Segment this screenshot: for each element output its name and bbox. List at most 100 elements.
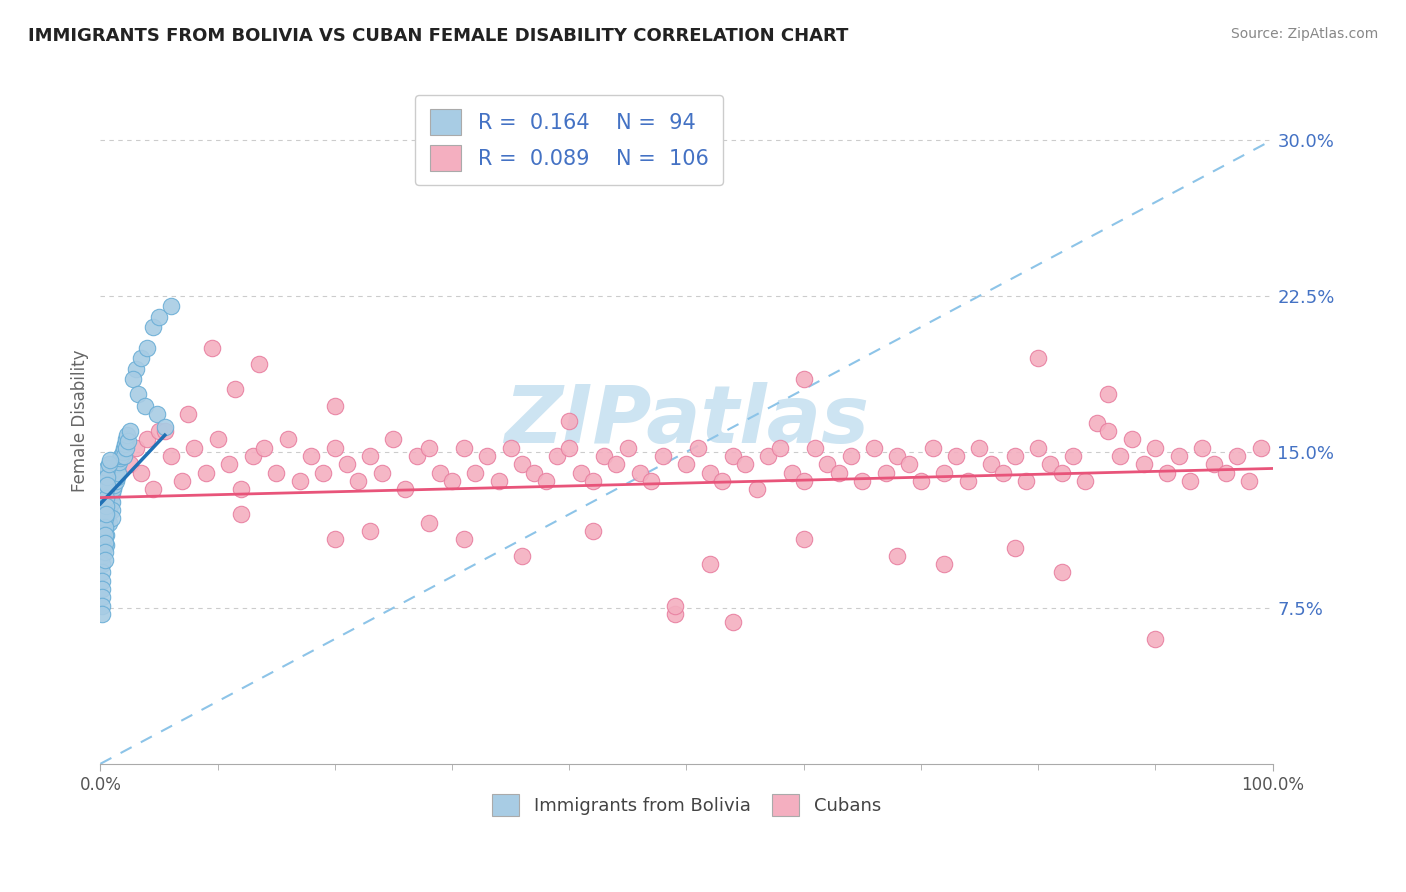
Point [464,466,486,480]
Point [247,358,270,372]
Point [107,466,129,480]
Point [1050,466,1073,480]
Point [94,553,117,567]
Point [664,607,686,621]
Point [312,466,335,480]
Point [110,451,132,466]
Point [875,466,897,480]
Point [104,474,127,488]
Point [90,582,112,596]
Point [207,433,229,447]
Point [1074,474,1097,488]
Point [723,615,745,630]
Point [370,466,392,480]
Point [488,474,510,488]
Point [640,474,662,488]
Point [242,449,264,463]
Point [145,408,167,422]
Point [359,449,381,463]
Point [100,494,122,508]
Point [112,441,135,455]
Point [142,483,165,497]
Point [347,474,370,488]
Point [114,436,136,450]
Point [851,474,873,488]
Point [253,441,276,455]
Point [103,478,125,492]
Point [780,466,803,480]
Point [440,474,463,488]
Point [90,532,112,546]
Point [177,408,200,422]
Point [1004,541,1026,555]
Point [793,372,815,386]
Point [828,466,851,480]
Point [1097,424,1119,438]
Point [734,458,756,472]
Point [758,449,780,463]
Point [418,441,440,455]
Point [1202,458,1225,472]
Point [96,517,118,532]
Point [101,511,124,525]
Point [93,524,115,538]
Point [710,474,733,488]
Point [201,341,224,355]
Point [523,466,546,480]
Text: ZIPatlas: ZIPatlas [503,382,869,459]
Point [229,507,252,521]
Text: Source: ZipAtlas.com: Source: ZipAtlas.com [1230,27,1378,41]
Point [1026,351,1049,366]
Point [1109,449,1132,463]
Point [475,449,498,463]
Point [664,599,686,613]
Point [148,424,170,438]
Point [1191,441,1213,455]
Point [98,453,121,467]
Point [97,483,120,497]
Point [103,474,125,488]
Point [93,516,115,530]
Point [991,466,1014,480]
Point [105,461,128,475]
Point [96,491,118,505]
Text: IMMIGRANTS FROM BOLIVIA VS CUBAN FEMALE DISABILITY CORRELATION CHART: IMMIGRANTS FROM BOLIVIA VS CUBAN FEMALE … [28,27,848,45]
Point [96,528,118,542]
Point [699,557,721,571]
Point [90,607,112,621]
Point [117,434,139,449]
Point [1167,449,1189,463]
Point [723,449,745,463]
Point [394,483,416,497]
Point [1215,466,1237,480]
Point [93,507,115,521]
Point [94,544,117,558]
Y-axis label: Female Disability: Female Disability [72,350,89,491]
Point [134,399,156,413]
Point [96,507,118,521]
Point [104,466,127,480]
Point [153,424,176,438]
Point [593,449,616,463]
Point [96,503,118,517]
Point [172,474,194,488]
Point [839,449,862,463]
Point [93,532,115,546]
Point [1144,441,1167,455]
Point [194,466,217,480]
Point [153,420,176,434]
Point [224,383,246,397]
Point [96,486,118,500]
Point [921,441,943,455]
Point [534,474,557,488]
Point [124,441,146,455]
Point [91,511,114,525]
Point [323,532,346,546]
Point [335,458,357,472]
Point [815,458,838,472]
Point [1015,474,1038,488]
Point [405,449,427,463]
Point [863,441,886,455]
Point [96,511,118,525]
Point [96,491,118,505]
